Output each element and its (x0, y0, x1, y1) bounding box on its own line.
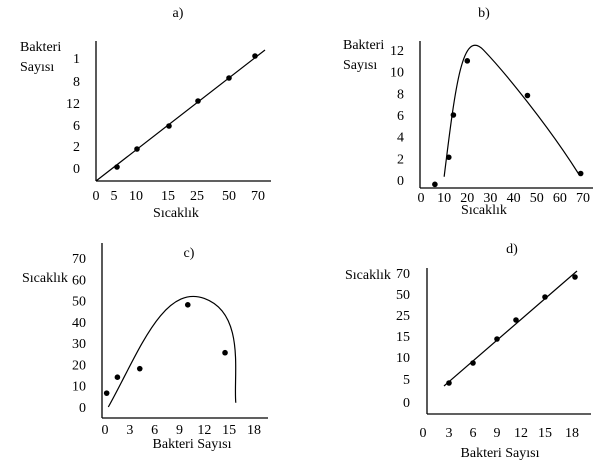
panel-c-y-tick-label: 40 (72, 316, 86, 331)
panel-b-label: b) (478, 6, 490, 21)
panel-c-data-point (222, 349, 228, 356)
panel-b-y-tick-label: 12 (390, 44, 404, 59)
panel-b-data-point (445, 154, 452, 161)
panel-d-label: d) (506, 242, 518, 257)
panel-a-x-tick-label: 25 (190, 189, 204, 204)
panel-b-x-tick-label: 20 (460, 191, 474, 206)
panel-d-data-point (494, 336, 500, 342)
panel-d-x-tick-label: 15 (538, 426, 552, 441)
panel-b-data-point (450, 112, 457, 118)
panel-c-x-tick-label: 9 (176, 423, 183, 438)
panel-d-x-tick-label: 6 (470, 426, 477, 441)
panel-c-data-point (114, 374, 121, 381)
panel-a-x-label: Sıcaklık (153, 206, 199, 221)
panel-a-y-tick-label: 0 (73, 162, 80, 177)
panel-d-x-tick-label: 12 (514, 426, 528, 441)
panel-a-x-tick-label: 70 (251, 189, 265, 204)
panel-b-x-tick-label: 30 (483, 191, 497, 206)
panel-d-y-tick-label: 25 (396, 309, 410, 324)
panel-c-y-label: Sıcaklık (22, 271, 68, 286)
panel-b-data-point (577, 170, 584, 177)
panel-c-fit-curve (107, 295, 237, 408)
panel-d-fit-line (443, 270, 578, 387)
panel-c-x-tick-label: 0 (102, 423, 109, 438)
panel-d-y-label: Sıcaklık (345, 268, 391, 283)
panel-c-label: c) (184, 246, 195, 261)
panel-a-data-point (166, 123, 172, 129)
panel-b-y-tick-label: 2 (397, 152, 404, 167)
panel-c-x-tick-label: 18 (247, 423, 261, 438)
panel-d-data-point (542, 294, 548, 300)
panel-a-data-point (252, 53, 258, 59)
panel-c-x-tick-label: 12 (197, 423, 211, 438)
panel-d-data-point (446, 380, 452, 386)
panel-c-y-tick-label: 20 (72, 358, 86, 373)
panel-c-data-point (184, 302, 191, 308)
panel-d-y-tick-label: 5 (403, 373, 410, 388)
panel-c-y-tick-label: 0 (79, 401, 86, 416)
panel-b-data-point (524, 92, 531, 99)
panel-d-data-point (572, 274, 578, 280)
panel-d-x-tick-label: 3 (446, 426, 453, 441)
panel-d-y-tick-label: 10 (396, 351, 410, 366)
panel-b-x-tick-label: 70 (576, 191, 590, 206)
panel-b-x-tick-label: 50 (530, 191, 544, 206)
panel-d-y-tick-label: 70 (396, 267, 410, 282)
panel-a-label: a) (173, 6, 184, 21)
panel-b-y-tick-label: 10 (390, 66, 404, 81)
panel-c-x-tick-label: 15 (222, 423, 236, 438)
panel-a-y-tick-label: 6 (73, 119, 80, 134)
panel-d-data-point (513, 317, 519, 323)
panel-c-y-tick-label: 10 (72, 380, 86, 395)
panel-c-x-label: Bakteri Sayısı (153, 437, 232, 452)
panel-a-y-tick-label: 8 (73, 75, 80, 90)
panel-b-y-tick-label: 0 (397, 174, 404, 189)
panel-b-y-tick-label: 6 (397, 109, 404, 124)
panel-c-y-tick-label: 60 (72, 273, 86, 288)
panel-a-y-tick-label: 12 (66, 97, 80, 112)
panel-b-x-tick-label: 0 (418, 191, 425, 206)
panel-b-x-tick-label: 40 (507, 191, 521, 206)
panel-d-x-tick-label: 9 (494, 426, 501, 441)
panel-a-x-tick-label: 50 (222, 189, 236, 204)
panel-a-y-label-line: Sayısı (20, 60, 54, 75)
panel-c-x-tick-label: 3 (126, 423, 133, 438)
panel-c-y-tick-label: 70 (72, 252, 86, 267)
panel-c-y-tick-label: 30 (72, 337, 86, 352)
panel-d-y-tick-label: 15 (396, 330, 410, 345)
panel-a-fit-line (95, 49, 266, 182)
panel-a-x-tick-label: 0 (93, 189, 100, 204)
panel-b-x-label: Sıcaklık (461, 203, 507, 218)
panel-a-data-point (114, 164, 120, 170)
panel-a-y-tick-label: 2 (73, 140, 80, 155)
panel-b-data-point (432, 181, 438, 188)
panel-b-y-tick-label: 4 (397, 131, 404, 146)
panel-b-data-point (464, 58, 471, 64)
panel-b-y-label-line: Bakteri (343, 38, 384, 53)
panel-a-x-tick-label: 15 (161, 189, 175, 204)
panel-a-y-label-line: Bakteri (20, 40, 61, 55)
panel-a-data-point (134, 146, 140, 152)
panel-d-data-point (470, 360, 476, 366)
panel-a-x-tick-label: 5 (111, 189, 118, 204)
panel-a-data-point (226, 75, 232, 81)
panel-a-y-tick-label: 1 (73, 52, 80, 67)
panel-b-x-tick-label: 10 (437, 191, 451, 206)
panel-d-x-tick-label: 0 (420, 426, 427, 441)
panel-d-y-tick-label: 50 (396, 288, 410, 303)
panel-c-y-tick-label: 50 (72, 295, 86, 310)
panel-b-y-label-line: Sayısı (343, 58, 377, 73)
panel-b-y-tick-label: 8 (397, 87, 404, 102)
panel-d-x-label: Bakteri Sayısı (461, 446, 540, 461)
panel-a-data-point (195, 98, 201, 104)
panel-b-fit-curve (443, 44, 579, 177)
panel-d-x-tick-label: 18 (565, 426, 579, 441)
panel-c-x-tick-label: 6 (151, 423, 158, 438)
panel-c-data-point (103, 390, 110, 396)
panel-a-x-tick-label: 10 (129, 189, 143, 204)
panel-b-x-tick-label: 60 (553, 191, 567, 206)
panel-c-data-point (136, 365, 143, 372)
panel-d-y-tick-label: 0 (403, 396, 410, 411)
